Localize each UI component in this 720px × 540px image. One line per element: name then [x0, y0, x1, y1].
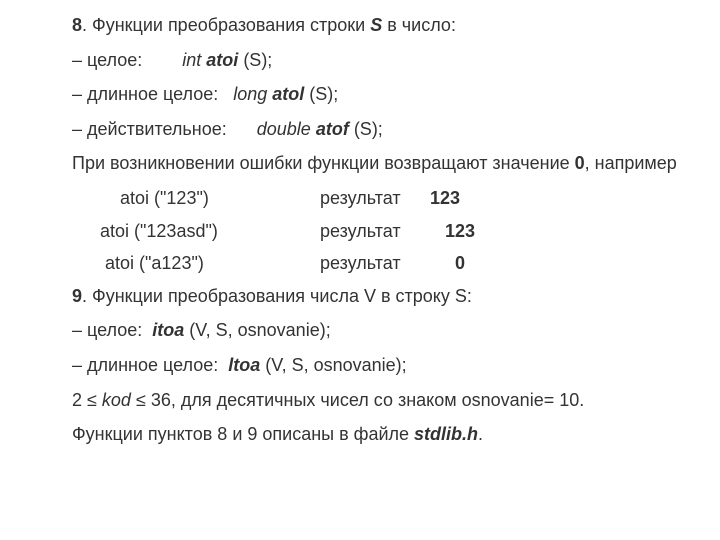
section-9-heading: 9. Функции преобразования числа V в стро…	[30, 281, 690, 312]
example-row-1: atoi ("123") результат 123	[30, 183, 690, 214]
text: (S);	[238, 50, 272, 70]
text: 2 ≤	[72, 390, 102, 410]
line-ltoa: – длинное целое: ltoa (V, S, osnovanie);	[30, 350, 690, 381]
range-paragraph: 2 ≤ kod ≤ 36, для десятичных чисел со зн…	[30, 385, 690, 416]
parameter-s: S	[370, 15, 382, 35]
header-filename: stdlib.h	[414, 424, 478, 444]
label: – длинное целое:	[72, 355, 228, 375]
text: При возникновении ошибки функции возвращ…	[72, 153, 575, 173]
section-number: 9	[72, 286, 82, 306]
line-itoa: – целое: itoa (V, S, osnovanie);	[30, 315, 690, 346]
label: – длинное целое:	[72, 84, 233, 104]
document-page: 8. Функции преобразования строки S в чис…	[0, 0, 720, 464]
example-call: atoi ("123asd")	[30, 216, 320, 247]
result-value: 123	[430, 216, 490, 247]
text: ≤ 36, для десятичных чисел со знаком osn…	[131, 390, 584, 410]
label: – целое:	[72, 320, 152, 340]
text: (V, S, osnovanie);	[260, 355, 406, 375]
example-row-3: atoi ("a123") результат 0	[30, 248, 690, 279]
function-name: atof	[316, 119, 349, 139]
example-call: atoi ("a123")	[30, 248, 320, 279]
text: Функции пунктов 8 и 9 описаны в файле	[72, 424, 414, 444]
result-value: 0	[430, 248, 490, 279]
text: (S);	[304, 84, 338, 104]
result-label: результат	[320, 248, 430, 279]
type-keyword: int	[182, 50, 206, 70]
text: . Функции преобразования строки	[82, 15, 370, 35]
function-name: itoa	[152, 320, 184, 340]
text: (S);	[349, 119, 383, 139]
result-value: 123	[430, 183, 490, 214]
type-keyword: long	[233, 84, 272, 104]
text: (V, S, osnovanie);	[184, 320, 330, 340]
error-paragraph: При возникновении ошибки функции возвращ…	[30, 148, 690, 179]
type-keyword: double	[257, 119, 316, 139]
result-label: результат	[320, 183, 430, 214]
line-atoi: – целое: int atoi (S);	[30, 45, 690, 76]
label: – целое:	[72, 50, 182, 70]
identifier-kod: kod	[102, 390, 131, 410]
footer-paragraph: Функции пунктов 8 и 9 описаны в файле st…	[30, 419, 690, 450]
example-call: atoi ("123")	[30, 183, 320, 214]
result-label: результат	[320, 216, 430, 247]
text: .	[478, 424, 483, 444]
text: , например	[585, 153, 677, 173]
zero-value: 0	[575, 153, 585, 173]
line-atof: – действительное: double atof (S);	[30, 114, 690, 145]
label: – действительное:	[72, 119, 257, 139]
section-8-heading: 8. Функции преобразования строки S в чис…	[30, 10, 690, 41]
section-number: 8	[72, 15, 82, 35]
line-atol: – длинное целое: long atol (S);	[30, 79, 690, 110]
example-row-2: atoi ("123asd") результат 123	[30, 216, 690, 247]
function-name: atol	[272, 84, 304, 104]
function-name: ltoa	[228, 355, 260, 375]
function-name: atoi	[206, 50, 238, 70]
text: . Функции преобразования числа V в строк…	[82, 286, 472, 306]
text: в число:	[382, 15, 456, 35]
